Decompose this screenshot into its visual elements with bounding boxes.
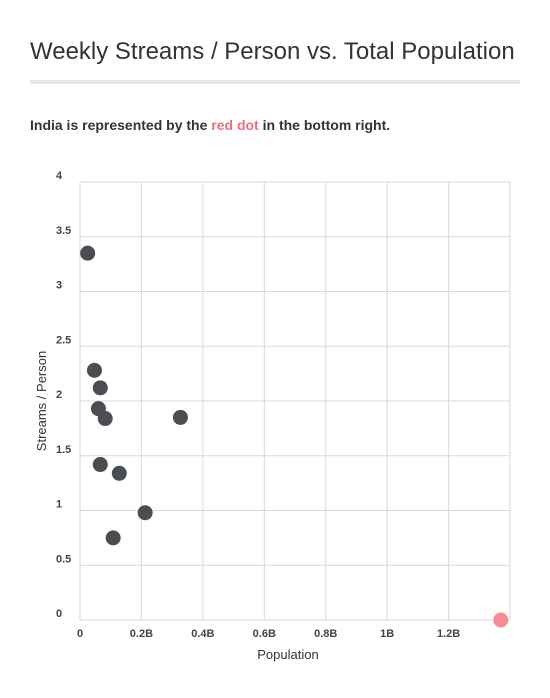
highlight-point [493,612,509,628]
y-tick-label: 2.5 [56,334,71,346]
x-axis-label: Population [257,647,318,662]
x-tick-label: 0.2B [130,628,153,640]
x-tick-label: 1.2B [437,628,460,640]
x-tick-label: 0.4B [191,628,214,640]
y-tick-label: 4 [56,170,63,182]
data-point [172,409,188,425]
y-tick-label: 0 [56,608,62,620]
data-point [92,457,108,473]
y-tick-label: 1.5 [56,444,71,456]
subtitle-text-before: India is represented by the [30,117,212,133]
data-point [92,380,108,396]
y-tick-label: 1 [56,499,62,511]
data-point [111,465,127,481]
grid [79,181,511,621]
x-tick-label: 0 [77,628,83,640]
data-point [105,530,121,546]
data-point [137,505,153,521]
title-divider [30,80,520,84]
y-tick-label: 3.5 [56,225,71,237]
data-point [97,411,113,427]
data-point [80,245,96,261]
chart-title: Weekly Streams / Person vs. Total Popula… [30,38,515,65]
data-points [80,245,509,628]
y-tick-label: 3 [56,280,62,292]
x-tick-label: 1B [380,628,394,640]
data-point [86,362,102,378]
x-tick-label: 0.6B [253,628,276,640]
x-tick-label: 0.8B [314,628,337,640]
tick-labels: 0 0.5 1 1.5 2 2.5 3 3.5 4 0 0.2B 0.4B 0.6B 0.8B 1B 1.2B [56,170,460,640]
chart-subtitle: India is represented by the red dot in t… [30,117,390,133]
subtitle-highlight: red dot [211,117,259,133]
y-tick-label: 0.5 [56,553,71,565]
subtitle-text-after: in the bottom right. [258,117,391,133]
y-axis-label: Streams / Person [34,351,49,451]
y-tick-label: 2 [56,389,62,401]
